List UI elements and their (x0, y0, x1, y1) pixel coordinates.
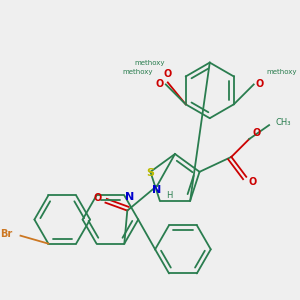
Text: methoxy: methoxy (123, 68, 153, 74)
Text: N: N (125, 192, 134, 203)
Text: H: H (166, 191, 172, 200)
Text: N: N (152, 185, 162, 195)
Text: O: O (156, 80, 164, 89)
Text: S: S (146, 168, 154, 178)
Text: O: O (93, 193, 102, 203)
Text: O: O (164, 70, 172, 80)
Text: methoxy: methoxy (266, 68, 297, 74)
Text: O: O (248, 177, 256, 187)
Text: O: O (256, 80, 264, 89)
Text: CH₃: CH₃ (275, 118, 291, 127)
Text: Br: Br (1, 229, 13, 239)
Text: methoxy: methoxy (135, 60, 165, 66)
Text: O: O (252, 128, 260, 138)
